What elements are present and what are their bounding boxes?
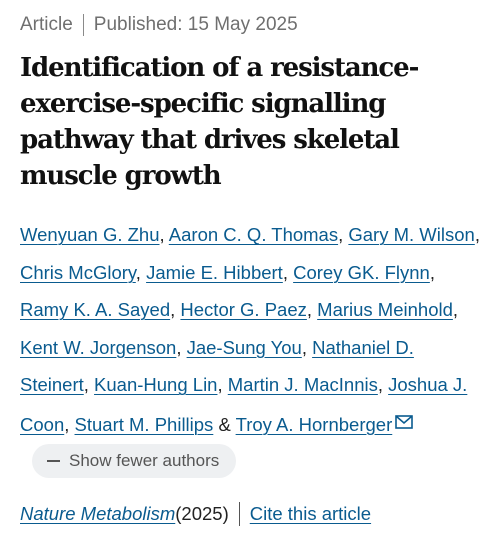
author-separator: ,: [429, 261, 435, 283]
author-separator: ,: [135, 261, 147, 283]
author-separator: ,: [176, 336, 187, 358]
author-link[interactable]: Nathaniel D. Steinert: [20, 336, 414, 396]
author-separator: ,: [306, 299, 318, 320]
author-separator: ,: [64, 413, 75, 435]
envelope-icon[interactable]: [395, 404, 414, 442]
author-link[interactable]: Aaron C. Q. Thomas: [168, 224, 339, 245]
author-separator: ,: [282, 261, 294, 283]
show-fewer-authors-label: Show fewer authors: [69, 451, 220, 471]
published-date: Published: 15 May 2025: [93, 14, 298, 35]
author-link[interactable]: Jae-Sung You: [186, 336, 302, 358]
article-meta: Article Published: 15 May 2025: [20, 14, 298, 36]
author-link[interactable]: Jamie E. Hibbert: [146, 261, 283, 283]
author-separator: ,: [301, 336, 313, 358]
show-fewer-authors-button[interactable]: Show fewer authors: [32, 444, 237, 479]
author-link[interactable]: Corey GK. Flynn: [293, 261, 430, 283]
author-separator: ,: [474, 224, 480, 245]
author-list: Wenyuan G. Zhu, Aaron C. Q. Thomas, Gary…: [20, 216, 480, 481]
author-last-separator: &: [213, 413, 236, 435]
article-type: Article: [20, 14, 73, 35]
author-link[interactable]: Chris McGlory: [20, 261, 136, 283]
author-link[interactable]: Kuan-Hung Lin: [94, 374, 218, 395]
author-link[interactable]: Marius Meinhold: [317, 299, 453, 320]
author-separator: ,: [170, 299, 181, 320]
author-separator: ,: [338, 224, 349, 245]
author-link[interactable]: Troy A. Hornberger: [235, 413, 393, 435]
journal-line: Nature Metabolism (2025) Cite this artic…: [20, 502, 371, 526]
author-link[interactable]: Joshua J. Coon: [20, 374, 468, 435]
journal-divider: [238, 502, 240, 526]
author-link[interactable]: Hector G. Paez: [180, 299, 307, 320]
publication-year: (2025): [175, 503, 229, 524]
author-link[interactable]: Wenyuan G. Zhu: [20, 224, 160, 245]
author-link[interactable]: Gary M. Wilson: [348, 224, 475, 245]
author-link[interactable]: Stuart M. Phillips: [74, 413, 214, 435]
author-separator: ,: [83, 374, 95, 395]
author-separator: ,: [159, 224, 169, 245]
minus-icon: [47, 460, 60, 463]
cite-article-link[interactable]: Cite this article: [249, 503, 372, 524]
author-separator: ,: [217, 374, 228, 395]
author-separator: ,: [377, 374, 389, 395]
author-separator: ,: [452, 299, 459, 320]
meta-divider: [82, 14, 84, 36]
author-link[interactable]: Ramy K. A. Sayed: [20, 299, 171, 320]
article-title: Identification of a resistance-exercise-…: [20, 53, 419, 191]
author-link[interactable]: Martin J. MacInnis: [227, 374, 378, 395]
author-link[interactable]: Kent W. Jorgenson: [20, 336, 177, 358]
journal-link[interactable]: Nature Metabolism: [20, 503, 176, 524]
